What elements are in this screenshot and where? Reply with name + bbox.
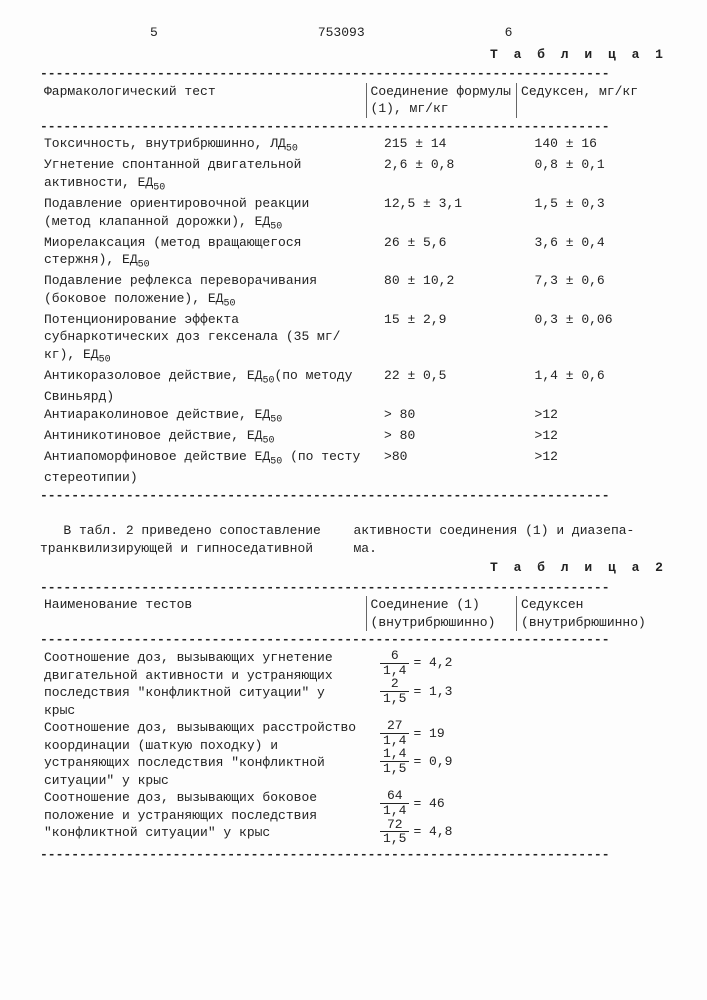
table2-bottom-rule: ----------------------------------------…	[40, 846, 667, 864]
table1-col3-header: Седуксен, мг/кг	[517, 83, 667, 118]
value-seduxen: >12	[517, 406, 667, 427]
test-label: Соотношение доз, вызывающих боковое поло…	[40, 789, 366, 846]
test-label: Потенционирование эффекта субнаркотическ…	[40, 311, 366, 367]
table2-mid-rule: ----------------------------------------…	[40, 631, 667, 649]
value-compound: > 80	[366, 427, 516, 448]
test-label: Соотношение доз, вызывающих расстройство…	[40, 719, 366, 789]
value-compound: 26 ± 5,6	[366, 234, 516, 273]
table2-col2-header: Соединение (1) (внутрибрюшинно)	[366, 596, 516, 631]
test-label: Антиникотиновое действие, ЕД50	[40, 427, 366, 448]
table2-caption: Т а б л и ц а 2	[40, 559, 667, 577]
value-seduxen: 1,4 ± 0,6	[517, 367, 667, 406]
bridge-line1-right: активности соединения (1) и диазепа-	[354, 522, 668, 540]
value-seduxen: 7,3 ± 0,6	[517, 272, 667, 311]
value-compound: >80	[366, 448, 516, 487]
table-row: Токсичность, внутрибрюшинно, ЛД50215 ± 1…	[40, 135, 667, 156]
value-seduxen: 1,5 ± 0,3	[517, 195, 667, 234]
table-row: Угнетение спонтанной двигательной активн…	[40, 156, 667, 195]
table-row: Антиапоморфиновое действие ЕД50 (по тест…	[40, 448, 667, 487]
table1-mid-rule: ----------------------------------------…	[40, 118, 667, 136]
value-compound: 271,4 = 19	[366, 719, 516, 747]
test-label: Подавление рефлекса переворачивания (бок…	[40, 272, 366, 311]
bridge-line2-left: транквилизирующей и гипноседативной	[40, 540, 354, 558]
table-row: Потенционирование эффекта субнаркотическ…	[40, 311, 667, 367]
test-label: Антикоразоловое действие, ЕД50(по методу…	[40, 367, 366, 406]
table-row: Антиникотиновое действие, ЕД50> 80>12	[40, 427, 667, 448]
table1-bottom-rule: ----------------------------------------…	[40, 487, 667, 505]
page-num-left: 5	[150, 24, 158, 42]
value-compound: 61,4 = 4,2	[366, 649, 516, 677]
page-numbers: 5 753093 6	[40, 24, 667, 42]
value-seduxen: 3,6 ± 0,4	[517, 234, 667, 273]
test-label: Соотношение доз, вызывающих угнетение дв…	[40, 649, 366, 719]
table2: Наименование тестов Соединение (1) (внут…	[40, 596, 667, 631]
value-compound: 2,6 ± 0,8	[366, 156, 516, 195]
value-seduxen: >12	[517, 427, 667, 448]
table2-col1-header: Наименование тестов	[40, 596, 366, 631]
test-label: Подавление ориентировочной реакции (мето…	[40, 195, 366, 234]
table1: Фармакологический тест Соединение формул…	[40, 83, 667, 118]
value-compound: 12,5 ± 3,1	[366, 195, 516, 234]
table-row: Миорелаксация (метод вращающегося стержн…	[40, 234, 667, 273]
value-compound: 22 ± 0,5	[366, 367, 516, 406]
table2-header-row: Наименование тестов Соединение (1) (внут…	[40, 596, 667, 631]
table2-col3-header: Седуксен (внутрибрюшинно)	[517, 596, 667, 631]
value-compound: 80 ± 10,2	[366, 272, 516, 311]
table1-caption: Т а б л и ц а 1	[40, 46, 667, 64]
bridge-paragraph: В табл. 2 приведено сопоставление активн…	[40, 522, 667, 557]
value-compound: 215 ± 14	[366, 135, 516, 156]
bridge-line1-left: В табл. 2 приведено сопоставление	[40, 522, 354, 540]
table-row: Соотношение доз, вызывающих расстройство…	[40, 719, 667, 789]
test-label: Антиапоморфиновое действие ЕД50 (по тест…	[40, 448, 366, 487]
table1-col2-header: Соединение формулы (1), мг/кг	[366, 83, 516, 118]
table2-top-rule: ----------------------------------------…	[40, 579, 667, 597]
value-seduxen: 140 ± 16	[517, 135, 667, 156]
table-row: Соотношение доз, вызывающих боковое поло…	[40, 789, 667, 846]
value-seduxen: >12	[517, 448, 667, 487]
table-row: Антикоразоловое действие, ЕД50(по методу…	[40, 367, 667, 406]
test-label: Антиараколиновое действие, ЕД50	[40, 406, 366, 427]
table-row: Подавление рефлекса переворачивания (бок…	[40, 272, 667, 311]
value-seduxen: 21,5 = 1,3	[366, 677, 516, 705]
table-row: Подавление ориентировочной реакции (мето…	[40, 195, 667, 234]
test-label: Токсичность, внутрибрюшинно, ЛД50	[40, 135, 366, 156]
test-label: Угнетение спонтанной двигательной активн…	[40, 156, 366, 195]
page-num-right: 6	[505, 24, 513, 42]
table1-top-rule: ----------------------------------------…	[40, 65, 667, 83]
value-seduxen: 0,3 ± 0,06	[517, 311, 667, 367]
table-row: Соотношение доз, вызывающих угнетение дв…	[40, 649, 667, 719]
table1-body: Токсичность, внутрибрюшинно, ЛД50215 ± 1…	[40, 135, 667, 486]
value-seduxen: 0,8 ± 0,1	[517, 156, 667, 195]
table-row: Антиараколиновое действие, ЕД50> 80>12	[40, 406, 667, 427]
table1-header-row: Фармакологический тест Соединение формул…	[40, 83, 667, 118]
table2-body: Соотношение доз, вызывающих угнетение дв…	[40, 649, 667, 846]
value-compound: > 80	[366, 406, 516, 427]
test-label: Миорелаксация (метод вращающегося стержн…	[40, 234, 366, 273]
value-compound: 15 ± 2,9	[366, 311, 516, 367]
value-seduxen: 1,41,5 = 0,9	[366, 747, 516, 775]
value-seduxen: 721,5 = 4,8	[366, 818, 516, 846]
table1-col1-header: Фармакологический тест	[40, 83, 366, 118]
value-compound: 641,4 = 46	[366, 789, 516, 817]
bridge-line2-right: ма.	[354, 540, 668, 558]
document-number: 753093	[318, 24, 365, 42]
